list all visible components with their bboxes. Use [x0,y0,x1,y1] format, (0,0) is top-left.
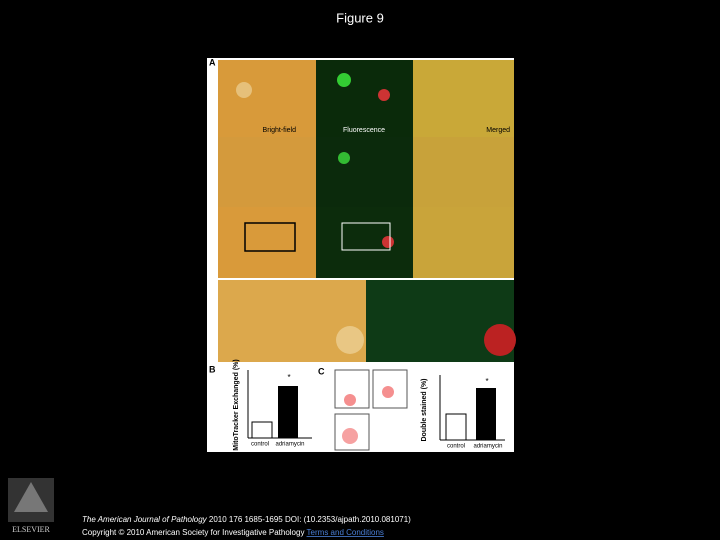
cell [382,236,394,248]
journal-name: The American Journal of Pathology [82,515,208,524]
flow-cluster [344,394,356,406]
cell [484,324,516,356]
slide-title: Figure 9 [336,10,384,25]
micrograph [413,207,514,278]
y-axis-label: Double stained (%) [421,378,428,441]
bar-illustration [476,388,496,440]
copyright: Copyright © 2010 American Society for In… [82,528,384,537]
column-label: Merged [486,127,510,134]
panel-label: B [209,364,216,374]
column-label: Bright-field [263,127,297,134]
micrograph [316,60,413,137]
flow-cluster [342,428,358,444]
micrograph [413,60,514,137]
micrograph [218,207,316,278]
cell [336,326,364,354]
y-axis-label: MitoTracker Exchanged (%) [233,359,240,450]
publisher-logo: ELSEVIER [8,478,54,534]
flow-cluster [382,386,394,398]
bar-illustration [251,421,273,439]
logo-tree [14,482,48,512]
column-label: Fluorescence [343,127,385,134]
micrograph [218,60,316,137]
cell [378,89,390,101]
cell [338,152,350,164]
bar-illustration [445,413,467,441]
panel-label: A [209,57,216,67]
cell [236,82,252,98]
significance: * [287,373,290,382]
category-label: control [447,444,465,450]
citation: The American Journal of Pathology 2010 1… [82,515,411,524]
cell [337,73,351,87]
category-label: adriamycin [275,442,304,448]
category-label: control [251,442,269,448]
micrograph [316,137,413,207]
citation-details: 2010 176 1685-1695 DOI: (10.2353/ajpath.… [207,515,412,524]
inset-box [244,222,296,252]
figure: A Bright-field Fluorescence Merged B Mit… [207,57,516,452]
panel-label: C [318,366,325,376]
micrograph [413,137,514,207]
copyright-text: Copyright © 2010 American Society for In… [82,528,307,537]
micrograph [316,207,413,278]
flow-plot [372,369,408,409]
category-label: adriamycin [473,444,502,450]
logo-text: ELSEVIER [12,525,50,534]
inset-box [341,222,391,251]
terms-link[interactable]: Terms and Conditions [307,528,384,537]
significance: * [485,377,488,386]
bar-illustration [278,386,298,438]
micrograph [218,137,316,207]
